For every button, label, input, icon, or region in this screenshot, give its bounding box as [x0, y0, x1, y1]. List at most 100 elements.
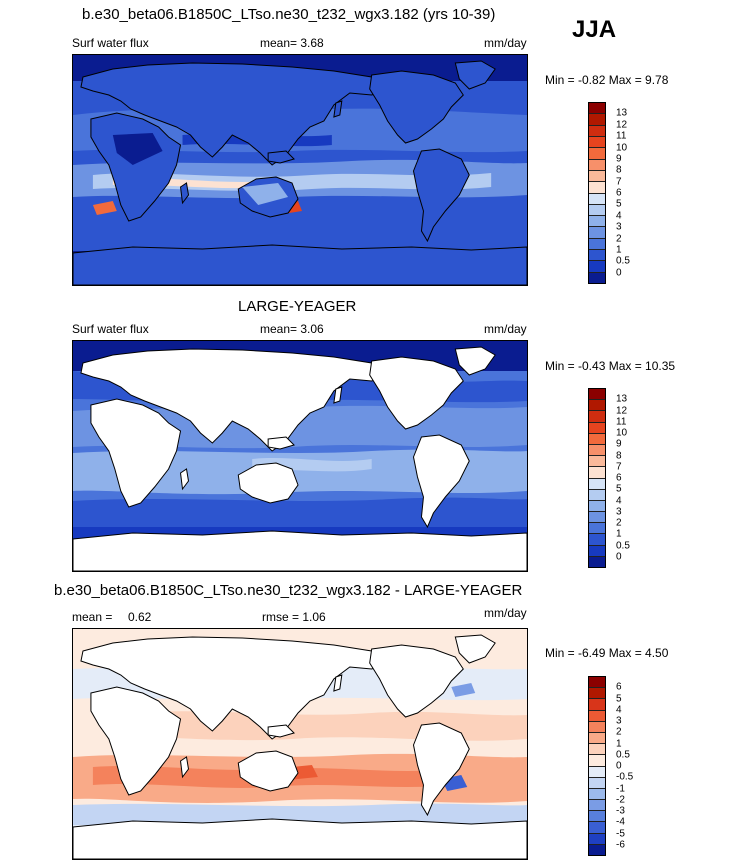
cb-tick-label: 2 — [616, 726, 622, 738]
cb-tick-label: 0 — [616, 760, 622, 772]
panel3-cb-seg — [589, 721, 605, 733]
cb-tick-label: 12 — [616, 119, 628, 131]
panel1-map — [72, 54, 528, 286]
panel2-cb-seg — [589, 512, 605, 524]
cb-tick-label: 1 — [616, 528, 622, 540]
cb-tick-label: 3 — [616, 221, 622, 233]
panel3-cb-seg — [589, 755, 605, 767]
panel3-cb-seg — [589, 766, 605, 778]
cb-tick-label: -5 — [616, 828, 625, 839]
cb-tick-label: 6 — [616, 187, 622, 199]
panel1-hotspot-1 — [92, 201, 117, 215]
panel3-neg-spot-2 — [451, 683, 476, 697]
panel3-cb-seg — [589, 710, 605, 722]
panel1-cb-seg — [589, 227, 605, 239]
panel1-cb-seg — [589, 182, 605, 194]
panel1-cb-seg — [589, 170, 605, 183]
panel1-cb-seg — [589, 193, 605, 205]
cb-tick-label: -0.5 — [616, 771, 634, 783]
panel3-title: b.e30_beta06.B1850C_LTso.ne30_t232_wgx3.… — [54, 582, 523, 599]
panel3-cb-seg — [589, 811, 605, 823]
cb-tick-label: 0.5 — [616, 255, 630, 267]
panel3-colorbar — [588, 676, 606, 856]
panel3-cb-seg — [589, 833, 605, 845]
panel2-cb-seg — [589, 523, 605, 535]
panel1-land-wet — [112, 133, 163, 165]
panel3-mean-label: mean = — [72, 610, 113, 624]
panel1-cb-seg — [589, 272, 605, 283]
panel2-cb-seg — [589, 433, 605, 445]
panel1-cb-seg — [589, 250, 605, 262]
panel3-cb-seg — [589, 744, 605, 756]
panel2-variable-label: Surf water flux — [72, 322, 149, 336]
panel1-cb-seg — [589, 204, 605, 217]
cb-tick-label: 6 — [616, 681, 622, 693]
panel3-cb-seg — [589, 822, 605, 834]
cb-tick-label: 9 — [616, 153, 622, 165]
cb-tick-label: 0.5 — [616, 749, 630, 761]
cb-tick-label: -2 — [616, 794, 625, 806]
panel1-units: mm/day — [484, 36, 527, 50]
cb-tick-label: 1 — [616, 738, 622, 749]
cb-tick-label: -1 — [616, 783, 625, 794]
panel2-cb-seg — [589, 545, 605, 557]
cb-tick-label: -3 — [616, 805, 625, 817]
panel1-cb-seg — [589, 216, 605, 228]
cb-tick-label: 8 — [616, 450, 622, 461]
cb-tick-label: 4 — [616, 495, 622, 506]
panel2-cb-seg — [589, 534, 605, 546]
cb-tick-label: 12 — [616, 405, 628, 416]
cb-tick-label: 8 — [616, 164, 622, 176]
cb-tick-label: 10 — [616, 427, 628, 439]
panel3-map — [72, 628, 528, 860]
season-label: JJA — [572, 16, 617, 43]
panel1-cb-seg — [589, 125, 605, 137]
panel2-units: mm/day — [484, 322, 527, 336]
panel2-cb-seg — [589, 389, 605, 401]
cb-tick-label: 7 — [616, 176, 622, 188]
cb-tick-label: 0 — [616, 551, 622, 563]
cb-tick-label: 1 — [616, 244, 622, 256]
panel2-cb-seg — [589, 411, 605, 423]
panel1-cb-seg — [589, 148, 605, 160]
panel2-cb-seg — [589, 500, 605, 513]
panel2-cb-seg — [589, 422, 605, 434]
panel2-cb-seg — [589, 467, 605, 479]
cb-tick-label: 9 — [616, 438, 622, 450]
panel1-cb-seg — [589, 261, 605, 273]
panel2-cb-seg — [589, 556, 605, 567]
panel3-minmax: Min = -6.49 Max = 4.50 — [545, 646, 669, 660]
panel3-neg-south — [73, 803, 527, 825]
cb-tick-label: 7 — [616, 461, 622, 473]
panel1-cb-seg — [589, 103, 605, 115]
panel3-cb-seg — [589, 800, 605, 812]
cb-tick-label: 5 — [616, 198, 622, 210]
panel3-rmse-stat: rmse = 1.06 — [262, 610, 326, 624]
panel2-cb-seg — [589, 456, 605, 468]
panel2-title: LARGE-YEAGER — [238, 298, 357, 315]
panel2-cb-seg — [589, 400, 605, 412]
panel3-map-svg — [73, 629, 527, 859]
panel1-cb-seg — [589, 136, 605, 149]
panel1-cb-seg — [589, 238, 605, 251]
cb-tick-label: 3 — [616, 715, 622, 727]
panel3-pos-tropics — [132, 711, 527, 741]
panel3-cb-seg — [589, 688, 605, 700]
panel2-minmax: Min = -0.43 Max = 10.35 — [545, 359, 676, 373]
panel2-map — [72, 340, 528, 572]
panel1-title: b.e30_beta06.B1850C_LTso.ne30_t232_wgx3.… — [82, 6, 496, 23]
panel1-cb-seg — [589, 114, 605, 126]
panel2-cb-seg — [589, 478, 605, 490]
cb-tick-label: 3 — [616, 506, 622, 518]
panel1-mean-stat: mean= 3.68 — [260, 36, 324, 50]
panel2-mean-stat: mean= 3.06 — [260, 322, 324, 336]
cb-tick-label: 2 — [616, 517, 622, 529]
panel2-south-mid — [73, 497, 527, 527]
panel3-cb-seg — [589, 777, 605, 789]
cb-tick-label: 0 — [616, 267, 622, 279]
cb-tick-label: 11 — [616, 130, 627, 142]
panel1-minmax: Min = -0.82 Max = 9.78 — [545, 73, 669, 87]
panel1-variable-label: Surf water flux — [72, 36, 149, 50]
cb-tick-label: 13 — [616, 393, 628, 405]
panel2-cb-seg — [589, 444, 605, 457]
